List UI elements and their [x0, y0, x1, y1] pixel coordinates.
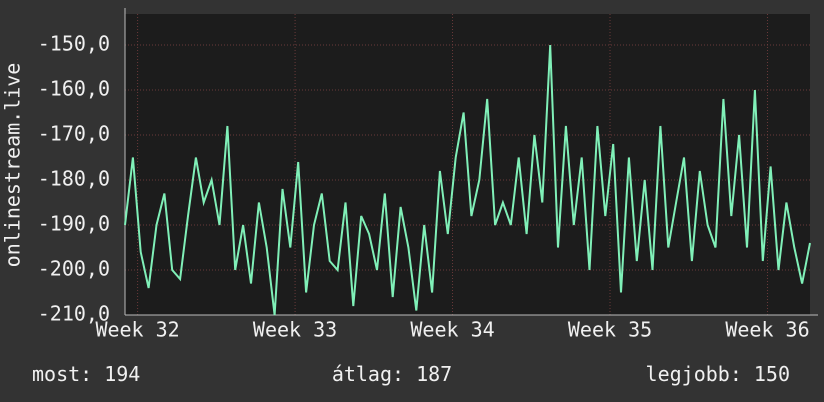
stat-label: most: [32, 362, 92, 386]
x-tick-label: Week 35 [568, 318, 652, 342]
y-tick-label: -160,0 [38, 77, 110, 101]
y-tick-label: -150,0 [38, 32, 110, 56]
x-tick-label: Week 33 [253, 318, 337, 342]
y-tick-label: -180,0 [38, 167, 110, 191]
x-tick-label: Week 36 [725, 318, 809, 342]
legend-stat: legjobb: 150 [646, 362, 790, 386]
y-tick-label: -190,0 [38, 212, 110, 236]
stat-label: legjobb: [646, 362, 742, 386]
y-tick-label: -200,0 [38, 257, 110, 281]
stat-value: 150 [754, 362, 790, 386]
y-axis-title: onlinestream.live [1, 63, 25, 268]
data-line [124, 44, 811, 316]
y-tick-label: -170,0 [38, 122, 110, 146]
stat-value: 187 [416, 362, 452, 386]
x-tick-label: Week 34 [410, 318, 494, 342]
x-tick-label: Week 32 [95, 318, 179, 342]
legend-stat: most: 194 [32, 362, 140, 386]
stat-value: 194 [104, 362, 140, 386]
stat-label: átlag: [332, 362, 404, 386]
legend-stat: átlag: 187 [332, 362, 452, 386]
y-tick-label: -210,0 [38, 302, 110, 326]
